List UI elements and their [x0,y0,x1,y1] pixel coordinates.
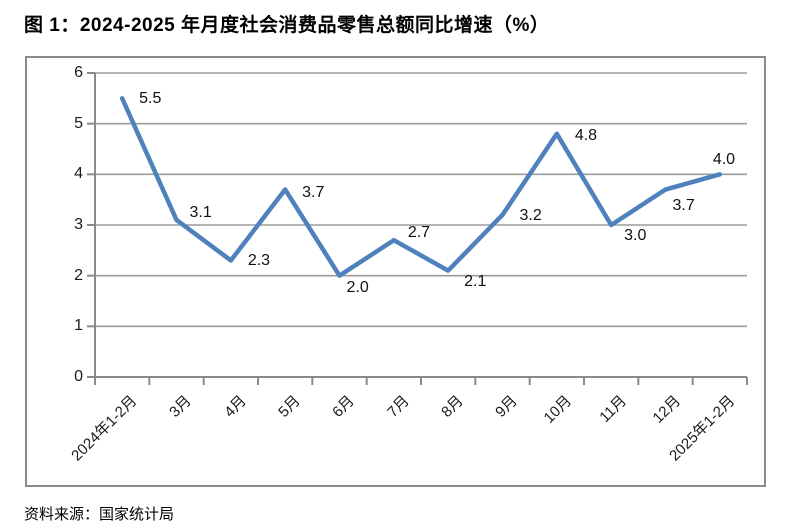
data-series-line [119,96,723,278]
data-label: 2.0 [346,278,369,296]
y-axis-label: 0 [74,368,83,385]
data-label: 4.8 [574,126,598,144]
data-label: 2.7 [407,224,431,242]
data-label: 3.2 [519,206,542,224]
y-axis-label: 2 [74,266,83,284]
data-label: 2.3 [247,252,271,270]
chart-frame: 0 1 2 3 4 5 6 2024年1-2月 3月 4月 5月 6月 7月 8月 9月 10月 11月 12月 2… [25,56,766,487]
y-axis-label: 3 [74,216,83,233]
line-chart-plot [87,72,748,385]
data-label: 3.7 [302,183,325,201]
source-note: 资料来源：国家统计局 [24,506,175,523]
y-axis-label: 5 [74,114,83,132]
y-axis-label: 4 [74,165,83,183]
y-axis-label: 1 [74,317,83,335]
data-label: 3.0 [624,227,647,244]
data-label: 5.5 [139,90,162,108]
data-label: 2.1 [464,272,487,290]
data-label: 3.1 [189,203,212,221]
y-axis-label: 6 [74,64,83,81]
chart-title: 图 1：2024-2025 年月度社会消费品零售总额同比增速（%） [24,15,550,36]
data-label: 4.0 [712,151,736,169]
data-label: 3.7 [672,196,695,214]
